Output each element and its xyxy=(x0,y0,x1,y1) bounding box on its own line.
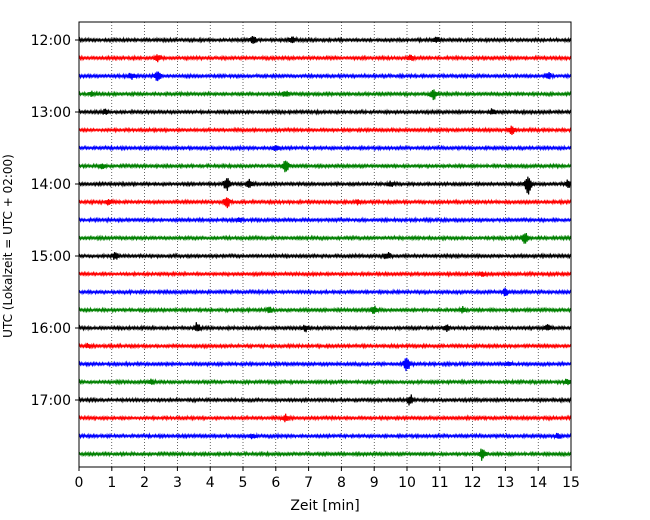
trace-1715 xyxy=(78,413,572,423)
grid-lines xyxy=(111,22,539,467)
x-tick-label: 7 xyxy=(304,475,313,491)
trace-1445 xyxy=(78,232,572,244)
trace-1200 xyxy=(78,35,572,44)
trace-1615 xyxy=(78,342,572,350)
trace-1245 xyxy=(78,89,572,101)
y-tick-label: 17:00 xyxy=(31,393,71,409)
trace-1630 xyxy=(78,357,572,372)
y-axis: 12:00 13:00 14:00 15:00 16:00 17:00 xyxy=(31,33,79,409)
trace-1300 xyxy=(78,108,572,116)
trace-1545 xyxy=(78,305,572,315)
x-tick-label: 3 xyxy=(173,475,182,491)
trace-1700 xyxy=(78,394,572,406)
x-tick-label: 8 xyxy=(337,475,346,491)
y-tick-label: 15:00 xyxy=(31,249,71,265)
trace-1230 xyxy=(78,71,572,82)
trace-1530 xyxy=(78,287,572,297)
x-tick-label: 5 xyxy=(239,475,248,491)
trace-1345 xyxy=(78,160,572,173)
x-tick-label: 9 xyxy=(370,475,379,491)
x-tick-label: 4 xyxy=(206,475,215,491)
trace-1315 xyxy=(78,125,572,135)
trace-1430 xyxy=(78,216,572,224)
y-tick-label: 13:00 xyxy=(31,105,71,121)
x-tick-label: 12 xyxy=(464,475,482,491)
trace-1645 xyxy=(78,378,572,386)
y-axis-label: UTC (Lokalzeit = UTC + 02:00) xyxy=(1,154,15,338)
x-tick-label: 2 xyxy=(140,475,149,491)
x-tick-label: 14 xyxy=(529,475,547,491)
y-tick-label: 16:00 xyxy=(31,321,71,337)
trace-1415 xyxy=(78,197,572,209)
y-tick-label: 12:00 xyxy=(31,33,71,49)
x-axis-label: Zeit [min] xyxy=(290,498,359,514)
x-axis: 0 1 2 3 4 5 6 7 8 9 10 11 12 13 14 15 xyxy=(75,467,580,491)
x-tick-label: 10 xyxy=(398,475,416,491)
y-tick-label: 14:00 xyxy=(31,177,71,193)
trace-1745 xyxy=(78,448,572,461)
x-tick-label: 13 xyxy=(496,475,514,491)
plot-frame xyxy=(78,21,572,468)
trace-1400 xyxy=(78,176,572,195)
x-tick-label: 11 xyxy=(431,475,449,491)
x-tick-label: 15 xyxy=(562,475,580,491)
trace-1215 xyxy=(78,54,572,63)
trace-1730 xyxy=(78,432,572,440)
trace-1600 xyxy=(78,322,572,333)
x-tick-label: 1 xyxy=(107,475,116,491)
trace-1515 xyxy=(78,270,572,278)
x-tick-label: 6 xyxy=(271,475,280,491)
trace-1500 xyxy=(78,252,572,260)
seismic-traces xyxy=(78,35,572,461)
trace-1330 xyxy=(78,144,572,152)
x-tick-label: 0 xyxy=(75,475,84,491)
